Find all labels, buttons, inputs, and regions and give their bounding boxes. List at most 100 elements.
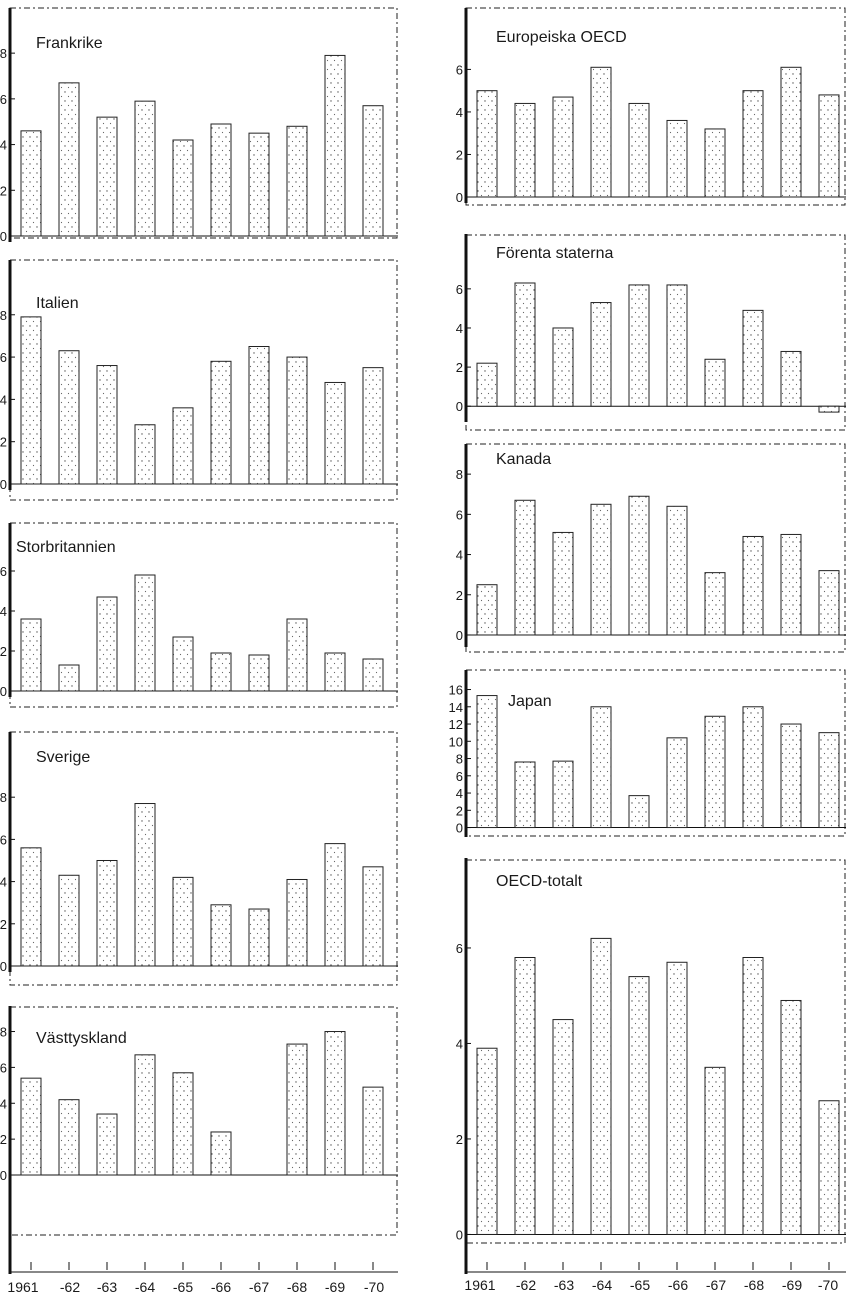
- panel-italien: 0 2 4 6 8 Italien: [0, 259, 398, 501]
- panel-oecd-totalt-bar-70: [818, 1100, 840, 1235]
- panel-oecd-totalt: 0 2 4 6 OECD-totalt: [456, 858, 846, 1250]
- panel-sverige: 0 2 4 6 8 Sverige: [0, 731, 398, 986]
- x-label-left-69: -69: [325, 1279, 345, 1295]
- panel-europeiska-oecd-bar-65: [628, 102, 650, 198]
- panel-kanada-bar-1961: [476, 584, 498, 636]
- panel-oecd-totalt-bar-68: [742, 957, 764, 1235]
- x-label-right-64: -64: [592, 1277, 612, 1293]
- panel-västtyskland-ytick-label-2: 2: [0, 1132, 7, 1147]
- panel-europeiska-oecd-bar-68: [742, 90, 764, 198]
- panel-västtyskland-bar-68: [286, 1043, 308, 1176]
- panel-storbritannien-bar-65: [172, 636, 194, 692]
- panel-västtyskland-bar-64: [134, 1054, 156, 1176]
- panel-italien-bar-67: [248, 346, 270, 485]
- panel-europeiska-oecd-ytick-label-0: 0: [456, 190, 463, 205]
- panel-storbritannien-bar-69: [324, 652, 346, 692]
- panel-frankrike-bar-64: [134, 100, 156, 237]
- panel-frankrike-bar-62: [58, 82, 80, 237]
- panel-italien-bar-63: [96, 365, 118, 485]
- panel-storbritannien-ytick-label-6: 6: [0, 564, 7, 579]
- panel-västtyskland-bar-70: [362, 1086, 384, 1176]
- panel-italien-bar-62: [58, 350, 80, 485]
- panel-förenta-staterna-bar-69: [780, 350, 802, 407]
- x-label-right-1961: 1961: [464, 1277, 495, 1293]
- panel-storbritannien-bar-63: [96, 596, 118, 692]
- panel-japan-title: Japan: [508, 693, 552, 710]
- panel-kanada-bar-67: [704, 572, 726, 636]
- panel-västtyskland: 0 2 4 6 8 Västtyskland: [0, 1006, 398, 1266]
- panel-oecd-totalt-bar-66: [666, 961, 688, 1235]
- panel-frankrike-ytick-label-8: 8: [0, 46, 7, 61]
- panel-kanada-ytick-label-0: 0: [456, 628, 463, 643]
- panel-frankrike-ytick-label-2: 2: [0, 183, 7, 198]
- panel-västtyskland-bar-66: [210, 1131, 232, 1176]
- panel-sverige-title: Sverige: [36, 749, 90, 766]
- panel-kanada-bar-69: [780, 533, 802, 636]
- x-label-left-68: -68: [287, 1279, 307, 1295]
- panel-förenta-staterna-bar-1961: [476, 362, 498, 407]
- panel-italien-bar-69: [324, 381, 346, 485]
- x-axis-right: 1961 -62 -63 -64 -65 -66 -67 -68 -69 -70: [464, 1248, 846, 1293]
- panel-japan-ytick-label-14: 14: [449, 700, 463, 715]
- panel-kanada-ytick-label-2: 2: [456, 588, 463, 603]
- panel-europeiska-oecd-ytick-label-2: 2: [456, 147, 463, 162]
- panel-italien-bar-65: [172, 407, 194, 485]
- panel-japan-bar-68: [742, 706, 764, 829]
- panel-frankrike-bar-69: [324, 54, 346, 237]
- panel-förenta-staterna-ytick-label-0: 0: [456, 399, 463, 414]
- panel-frankrike-bar-1961: [20, 130, 42, 237]
- x-label-right-65: -65: [630, 1277, 650, 1293]
- panel-japan-bar-1961: [476, 695, 498, 829]
- panel-förenta-staterna-bar-66: [666, 284, 688, 407]
- panel-italien-bar-66: [210, 360, 232, 485]
- panel-japan-ytick-label-8: 8: [456, 752, 463, 767]
- panel-italien-ytick-label-0: 0: [0, 477, 7, 492]
- panel-förenta-staterna-ytick-label-2: 2: [456, 360, 463, 375]
- panel-storbritannien-bar-64: [134, 574, 156, 692]
- panel-förenta-staterna-bar-68: [742, 309, 764, 407]
- panel-förenta-staterna-bar-70: [818, 405, 840, 413]
- panel-kanada-bar-62: [514, 499, 536, 636]
- x-label-right-68: -68: [744, 1277, 764, 1293]
- panel-västtyskland-ytick-label-4: 4: [0, 1096, 7, 1111]
- panel-frankrike-bar-66: [210, 123, 232, 237]
- x-label-left-65: -65: [173, 1279, 193, 1295]
- panel-japan-bar-67: [704, 715, 726, 829]
- panel-europeiska-oecd-bar-63: [552, 96, 574, 198]
- panel-frankrike-ytick-label-0: 0: [0, 229, 7, 244]
- panel-sverige-ytick-label-8: 8: [0, 790, 7, 805]
- panel-japan-bar-63: [552, 760, 574, 829]
- panel-oecd-totalt-bar-65: [628, 976, 650, 1235]
- panel-japan-ytick-label-16: 16: [449, 683, 463, 698]
- panel-japan-bar-70: [818, 732, 840, 829]
- panel-storbritannien-title: Storbritannien: [16, 539, 116, 556]
- panel-japan-bar-64: [590, 706, 612, 829]
- panel-västtyskland-bar-69: [324, 1031, 346, 1176]
- panel-kanada-ytick-label-8: 8: [456, 467, 463, 482]
- panel-storbritannien-bar-62: [58, 664, 80, 692]
- panel-sverige-ytick-label-2: 2: [0, 917, 7, 932]
- panel-storbritannien-ytick-label-4: 4: [0, 604, 7, 619]
- panel-storbritannien: 0 2 4 6 Storbritannien: [0, 522, 398, 708]
- panel-italien-bar-68: [286, 356, 308, 485]
- x-axis-left: 1961 -62 -63 -64 -65 -66 -67 -68 -69 -70: [7, 1246, 398, 1295]
- panel-kanada-bar-65: [628, 495, 650, 636]
- panel-västtyskland-bar-62: [58, 1099, 80, 1176]
- panel-kanada: 0 2 4 6 8 Kanada: [456, 443, 846, 653]
- x-label-left-67: -67: [249, 1279, 269, 1295]
- x-label-left-64: -64: [135, 1279, 155, 1295]
- panel-europeiska-oecd-ytick-label-4: 4: [456, 105, 463, 120]
- panel-frankrike-bar-63: [96, 116, 118, 237]
- panel-oecd-totalt-bar-63: [552, 1019, 574, 1235]
- panel-europeiska-oecd-bar-66: [666, 119, 688, 198]
- panel-italien-title: Italien: [36, 295, 79, 312]
- panel-västtyskland-ytick-label-6: 6: [0, 1060, 7, 1075]
- panel-japan-ytick-label-0: 0: [456, 821, 463, 836]
- panel-oecd-totalt-title: OECD-totalt: [496, 873, 583, 890]
- panel-kanada-bar-63: [552, 531, 574, 636]
- panel-oecd-totalt-bar-64: [590, 937, 612, 1235]
- x-label-right-67: -67: [706, 1277, 726, 1293]
- x-label-right-62: -62: [516, 1277, 536, 1293]
- panel-japan-ytick-label-12: 12: [449, 717, 463, 732]
